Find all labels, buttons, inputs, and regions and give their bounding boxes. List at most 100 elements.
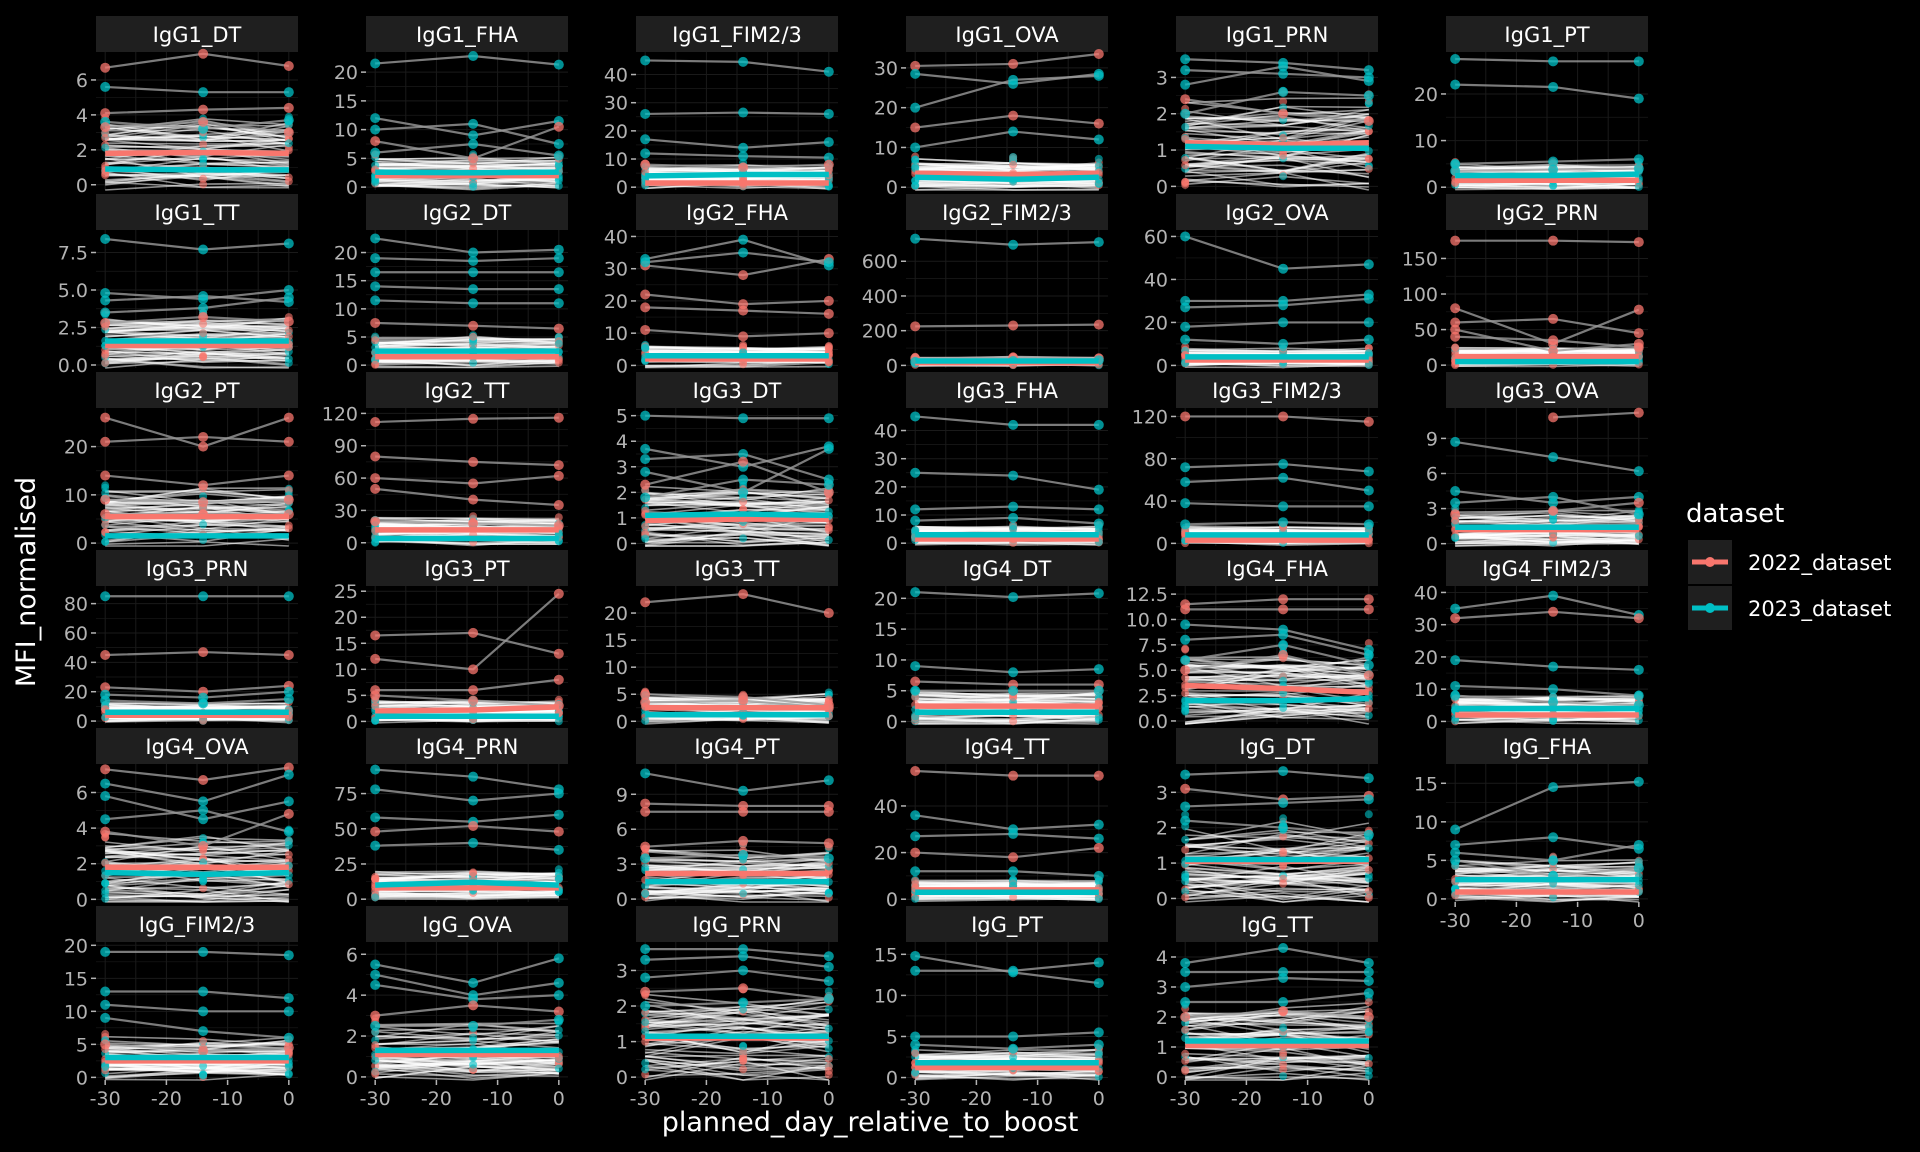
data-point [1364,154,1373,163]
data-point [1181,689,1190,698]
data-point [1278,594,1289,605]
data-point [1093,134,1104,145]
y-tick-label: 4 [76,818,88,840]
data-point [738,270,749,281]
facet-panel: IgG4_FIM2/3 0 10 20 30 40 [1414,550,1648,733]
data-point [1181,845,1190,854]
y-tick-label: 80 [64,594,88,616]
data-point [738,951,749,962]
y-tick-label: 10 [604,149,628,171]
y-tick-label: 3 [1156,782,1168,804]
data-point [100,412,111,423]
data-point [370,253,381,264]
facet-title: IgG_PRN [692,913,781,938]
data-point [640,841,651,852]
y-tick-label: 15 [874,619,898,641]
data-point [370,417,381,428]
facet-title: IgG4_PT [694,735,779,760]
data-point [1450,331,1461,342]
y-tick-label: 20 [874,477,898,499]
y-tick-label: 40 [1144,491,1168,513]
data-point [1181,156,1190,165]
data-point [283,694,294,705]
data-point [1633,466,1644,477]
data-point [1180,634,1191,645]
y-tick-label: 10.0 [1126,609,1168,631]
data-point [1278,61,1289,72]
trend-line-2023_dataset [1455,171,1639,179]
facet-strip [636,16,838,52]
y-tick-label: 15 [334,271,358,293]
facet-strip [1176,194,1378,230]
data-point [199,351,208,360]
data-point [1278,517,1289,528]
data-point [1093,842,1104,853]
facet-strip [96,550,298,586]
data-point [1633,776,1644,787]
data-point [469,1060,478,1069]
data-point [1278,459,1289,470]
data-point [1363,334,1374,345]
individual-line [1185,700,1369,721]
trend-line-2023_dataset [105,869,289,878]
data-point [824,1070,833,1079]
y-tick-label: 15 [334,633,358,655]
facet-strip [906,16,1108,52]
y-tick-label: 5 [886,681,898,703]
data-point [824,536,833,545]
y-tick-label: 0 [1426,177,1438,199]
y-tick-label: 4 [616,431,628,453]
data-point [468,247,479,258]
y-tick-label: 0 [76,533,88,555]
trend-line-2023_dataset [645,511,829,519]
data-point [199,884,208,893]
trend-line-2023_dataset [915,174,1099,183]
data-point [370,653,381,664]
y-tick-label: 20 [1414,647,1438,669]
data-point [284,358,293,367]
data-point [1451,343,1460,352]
facet-panel: IgG1_OVA 0 10 20 30 [874,16,1108,199]
y-tick-label: 5 [346,327,358,349]
data-point [100,494,111,505]
data-point [1363,259,1374,270]
data-point [824,1055,833,1064]
data-point [1094,713,1103,722]
data-point [283,412,294,423]
data-point [910,676,921,687]
data-point [370,812,381,823]
data-point [468,518,479,529]
data-point [468,320,479,331]
data-point [1094,154,1103,163]
data-point [910,142,921,153]
data-point [101,351,110,360]
data-point [553,990,564,1001]
y-tick-label: 0 [346,889,358,911]
data-point [738,456,749,467]
y-tick-label: 0 [346,533,358,555]
data-point [1181,178,1190,187]
data-point [1450,79,1461,90]
y-tick-label: 15 [1414,773,1438,795]
data-point [739,889,748,898]
y-tick-label: 6 [1426,463,1438,485]
facet-panel: IgG_OVA 0 2 4 6 -30 -20 -10 0 [346,906,568,1110]
data-point [198,441,209,452]
y-tick-label: 9 [1426,428,1438,450]
facet-title: IgG1_PT [1504,23,1589,48]
data-point [1363,65,1374,76]
facet-panel: IgG_DT 0 1 2 3 [1156,728,1378,910]
data-point [553,470,564,481]
data-point [1548,345,1559,356]
data-point [370,233,381,244]
individual-line [105,900,289,903]
data-point [1180,477,1191,488]
facet-title: IgG2_DT [423,201,512,226]
data-point [739,360,748,369]
data-point [1364,164,1373,173]
data-point [1180,783,1191,794]
facet-panel: IgG1_PT 0 10 20 [1414,16,1648,199]
data-point [910,685,921,696]
data-point [823,308,834,319]
individual-line [915,185,1099,191]
